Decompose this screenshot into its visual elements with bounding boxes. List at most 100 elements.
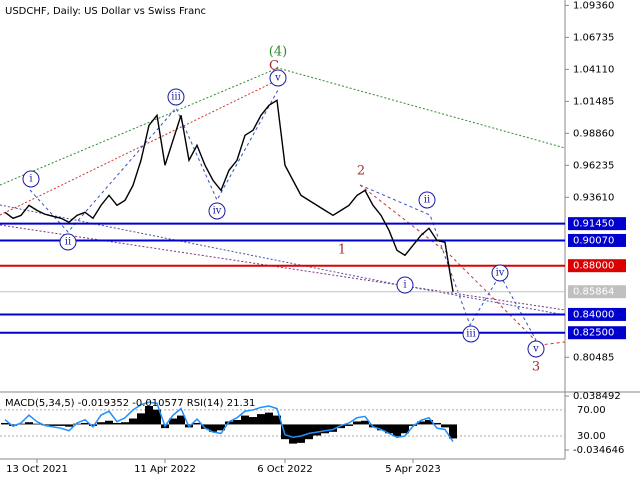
macd-bar bbox=[409, 424, 417, 426]
macd-bar bbox=[89, 424, 97, 426]
macd-bar bbox=[49, 424, 57, 426]
wave-label: i bbox=[29, 174, 32, 185]
macd-bar bbox=[353, 421, 361, 425]
macd-bar bbox=[449, 424, 457, 439]
macd-bar bbox=[257, 414, 265, 425]
trend-line bbox=[0, 79, 279, 216]
level-label: 0.91450 bbox=[573, 219, 614, 230]
level-box bbox=[568, 217, 626, 231]
x-tick-label: 6 Oct 2022 bbox=[257, 464, 312, 475]
macd-bar bbox=[321, 424, 329, 434]
trend-lines bbox=[0, 67, 566, 346]
wave-label: (4) bbox=[269, 45, 287, 60]
indicator-title: MACD(5,34,5) -0.019352 -0.010577 RSI(14)… bbox=[5, 398, 255, 409]
macd-bar bbox=[217, 424, 225, 431]
wave-line bbox=[359, 184, 566, 346]
y-tick-label: 0.96235 bbox=[573, 160, 614, 171]
wave-label: iv bbox=[213, 206, 222, 217]
macd-bar bbox=[313, 424, 321, 436]
macd-bar bbox=[329, 424, 337, 432]
wave-circle bbox=[269, 69, 287, 87]
wave-circle bbox=[22, 170, 40, 188]
macd-bar bbox=[9, 424, 17, 426]
macd-bar bbox=[113, 422, 121, 425]
x-tick-label: 13 Oct 2021 bbox=[6, 464, 68, 475]
macd-bar bbox=[233, 420, 241, 425]
macd-bar bbox=[129, 418, 137, 425]
level-box bbox=[568, 259, 626, 273]
macd-bar bbox=[73, 423, 81, 425]
macd-bar bbox=[105, 420, 113, 425]
level-box bbox=[568, 233, 626, 247]
wave-label: iii bbox=[466, 329, 476, 340]
wave-circle bbox=[491, 264, 509, 282]
level-label: 0.82500 bbox=[573, 328, 614, 339]
trend-line bbox=[0, 67, 566, 186]
macd-bar bbox=[57, 424, 65, 426]
macd-bar bbox=[385, 424, 393, 434]
macd-bar bbox=[81, 422, 89, 425]
macd-bar bbox=[265, 412, 273, 425]
macd-bar bbox=[377, 424, 385, 431]
level-label: 0.85864 bbox=[573, 287, 614, 298]
macd-bar bbox=[441, 424, 449, 428]
macd-bar bbox=[65, 424, 73, 427]
level-box bbox=[568, 285, 626, 299]
wave-label: ii bbox=[424, 195, 430, 206]
wave-circle bbox=[418, 191, 436, 209]
macd-bar bbox=[153, 409, 161, 425]
y-tick-label: 1.06735 bbox=[573, 32, 614, 43]
y-tick-label: 1.09360 bbox=[573, 0, 614, 11]
macd-bar bbox=[281, 424, 289, 440]
wave-label: v bbox=[532, 344, 539, 355]
macd-bar bbox=[305, 424, 313, 440]
macd-bar bbox=[393, 424, 401, 437]
wave-label: iii bbox=[171, 92, 181, 103]
wave-label: ii bbox=[65, 237, 71, 248]
x-tick-label: 11 Apr 2022 bbox=[134, 464, 196, 475]
macd-bar bbox=[345, 424, 353, 426]
wave-label: 3 bbox=[532, 360, 540, 375]
macd-bar bbox=[145, 405, 153, 425]
chart-title: USDCHF, Daily: US Dollar vs Swiss Franc bbox=[5, 6, 206, 17]
macd-bar bbox=[177, 415, 185, 425]
macd-bar bbox=[401, 424, 409, 434]
macd-bar bbox=[121, 422, 129, 425]
wave-circle bbox=[527, 340, 545, 358]
macd-bar bbox=[33, 423, 41, 425]
macd-bar bbox=[97, 422, 105, 425]
macd-bar bbox=[297, 424, 305, 443]
wave-line bbox=[359, 184, 537, 341]
macd-bar bbox=[209, 424, 217, 432]
macd-bar bbox=[169, 418, 177, 425]
level-box bbox=[568, 326, 626, 340]
level-label: 0.84000 bbox=[573, 309, 614, 320]
level-label: 0.88000 bbox=[573, 261, 614, 272]
level-box bbox=[568, 307, 626, 321]
macd-bar bbox=[25, 422, 33, 425]
x-tick-label: 5 Apr 2023 bbox=[385, 464, 440, 475]
price-line bbox=[4, 99, 454, 292]
y-tick-label: 0.80485 bbox=[573, 352, 614, 363]
level-label: 0.90070 bbox=[573, 235, 614, 246]
wave-circle bbox=[208, 202, 226, 220]
y-tick-label: 1.04110 bbox=[573, 64, 614, 75]
wave-label: 1 bbox=[338, 243, 346, 258]
macd-bar bbox=[1, 422, 9, 425]
y-tick-label: 0.98860 bbox=[573, 128, 614, 139]
y-tick-label: -0.034646 bbox=[573, 445, 624, 456]
wave-circle bbox=[167, 88, 185, 106]
rsi-line bbox=[4, 401, 454, 443]
macd-bar bbox=[417, 421, 425, 425]
macd-bar bbox=[289, 424, 297, 444]
wave-line bbox=[29, 89, 279, 233]
macd-bar bbox=[425, 420, 433, 425]
macd-bar bbox=[241, 415, 249, 425]
wave-label: v bbox=[274, 73, 281, 84]
wave-circle bbox=[396, 276, 414, 294]
macd-bar bbox=[17, 423, 25, 425]
wave-circle bbox=[462, 325, 480, 343]
y-tick-label: 0.93610 bbox=[573, 192, 614, 203]
y-tick-label: 1.01485 bbox=[573, 96, 614, 107]
